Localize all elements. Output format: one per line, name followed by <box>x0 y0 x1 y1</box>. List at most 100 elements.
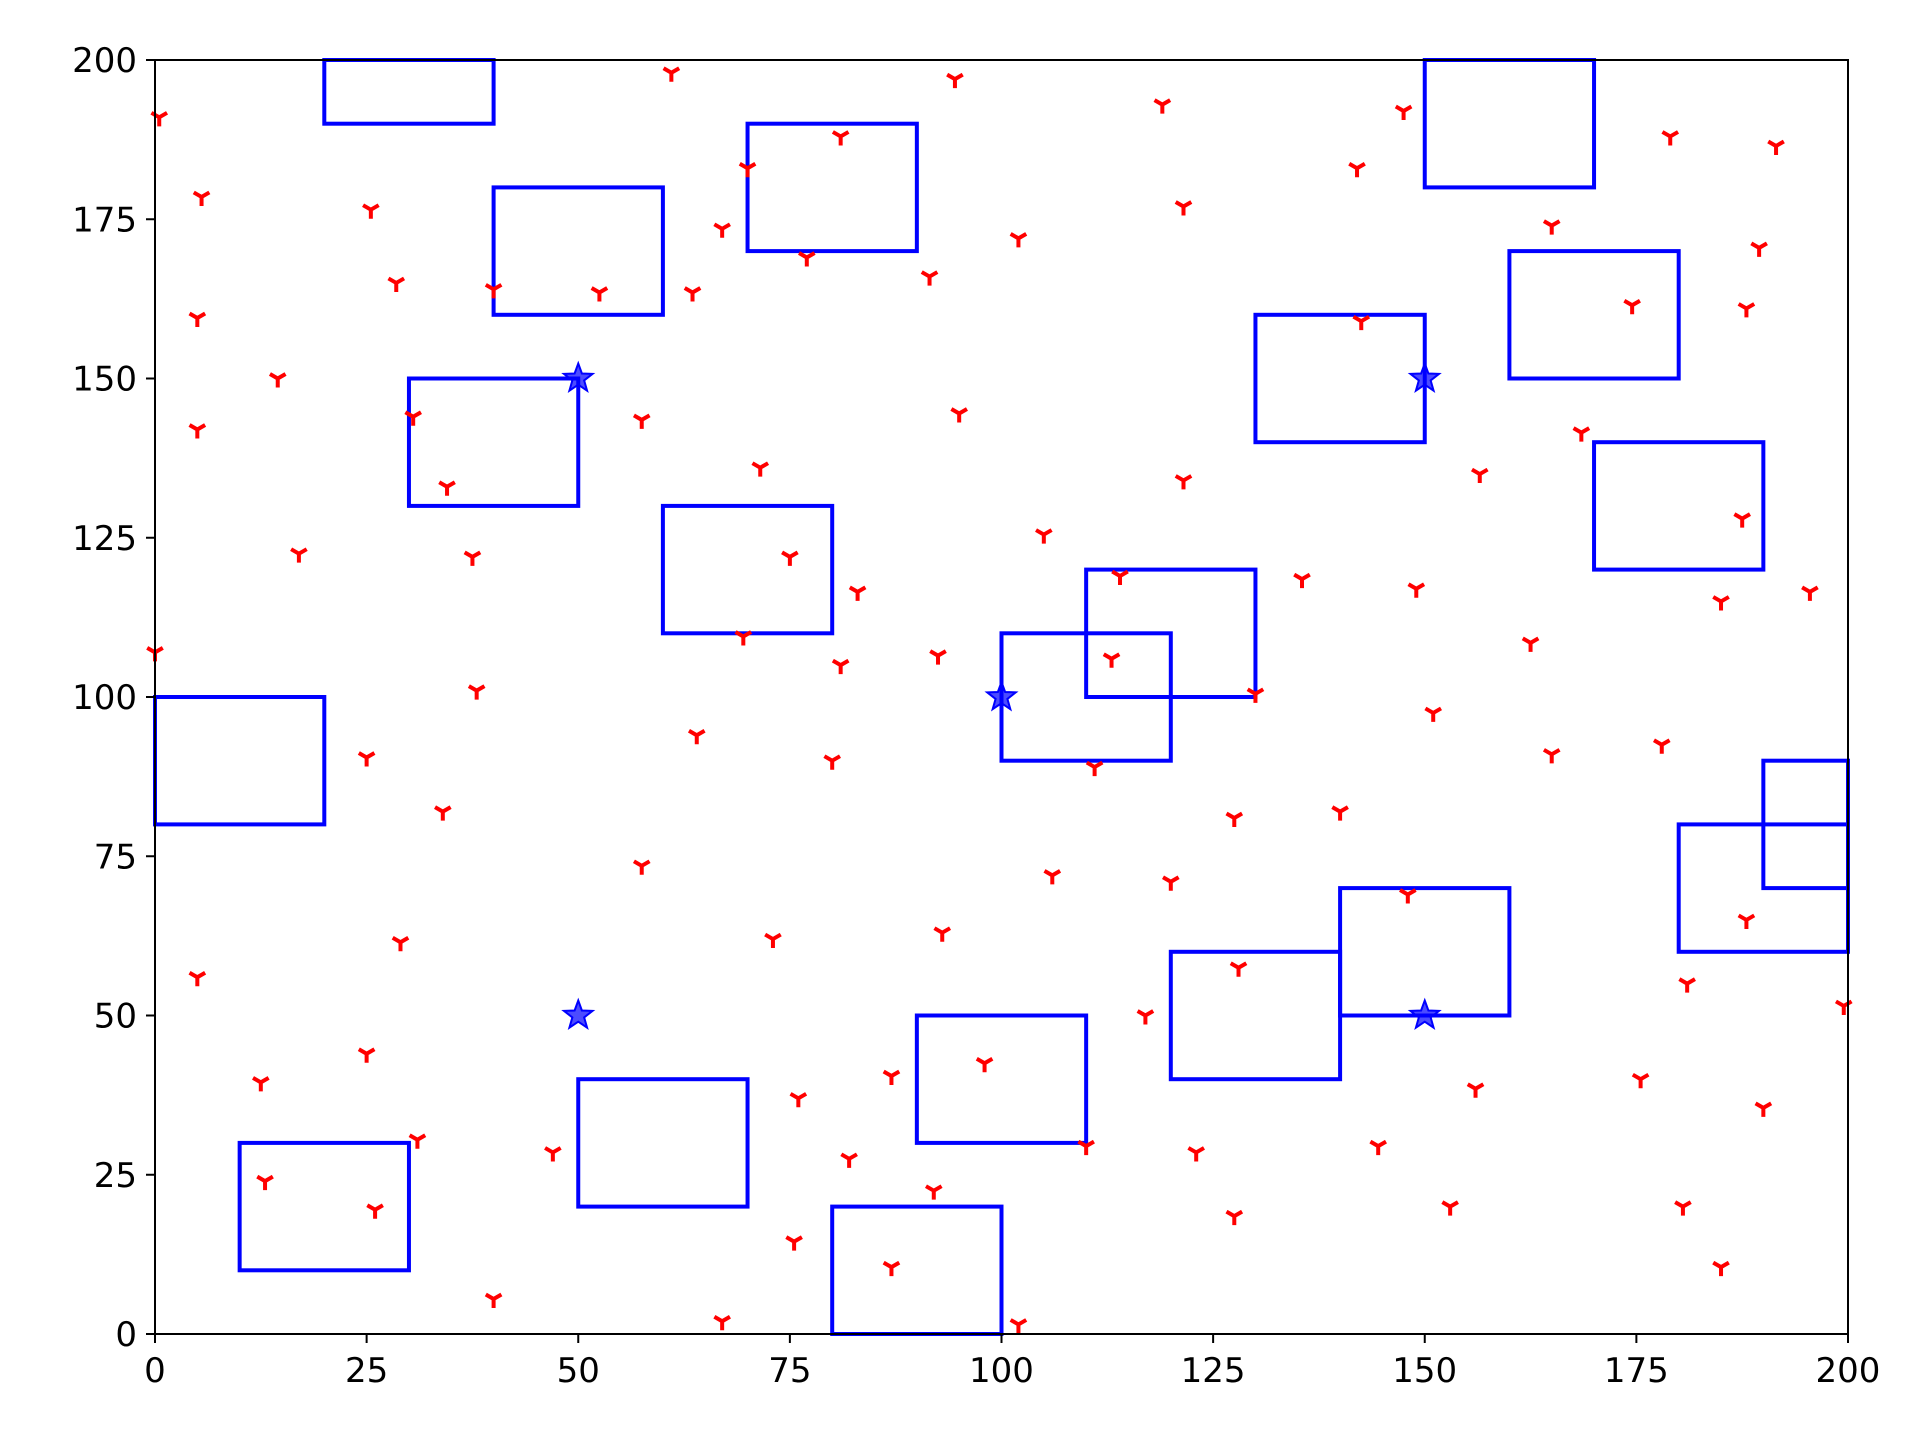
data-point <box>1834 999 1853 1015</box>
data-point <box>823 754 841 770</box>
rectangle <box>1422 58 1597 190</box>
data-point <box>785 1235 803 1251</box>
data-point <box>924 1184 943 1200</box>
data-point <box>387 276 406 292</box>
data-point <box>1229 961 1248 977</box>
data-point <box>1407 582 1426 598</box>
data-point <box>1225 1209 1244 1226</box>
star-marker <box>1407 360 1442 394</box>
data-point <box>1136 1009 1155 1025</box>
data-point <box>882 1260 901 1277</box>
data-point <box>188 971 207 987</box>
star-marker <box>984 679 1019 712</box>
data-point <box>1394 104 1413 120</box>
star-marker <box>561 997 596 1031</box>
x-tick-label: 100 <box>969 1351 1034 1391</box>
data-point <box>1102 652 1121 668</box>
data-point <box>1623 299 1641 315</box>
data-point <box>1043 869 1062 885</box>
data-point <box>946 72 964 89</box>
data-point <box>1187 1146 1205 1162</box>
data-point <box>252 1076 270 1092</box>
data-point <box>632 859 651 875</box>
data-point <box>404 410 422 426</box>
data-point <box>1661 130 1680 146</box>
x-tick-label: 175 <box>1604 1351 1669 1391</box>
data-point <box>1174 200 1193 216</box>
data-point <box>734 630 753 646</box>
tick-layer: 0 25 50 75 100 125 150 175 200 0 25 50 75 100 125 150 17… <box>72 41 1880 1391</box>
data-point <box>1348 162 1366 178</box>
data-point <box>1293 572 1311 589</box>
x-tick-label: 0 <box>144 1351 166 1391</box>
data-point <box>751 461 770 477</box>
data-point <box>764 932 782 949</box>
data-point <box>920 270 939 286</box>
data-point <box>1572 426 1591 442</box>
data-point <box>1174 474 1193 490</box>
data-point <box>1733 512 1751 528</box>
data-point <box>1542 748 1561 764</box>
data-point <box>1352 314 1371 331</box>
data-point <box>463 550 482 566</box>
data-point <box>1631 1072 1650 1089</box>
data-point <box>683 286 702 302</box>
data-point <box>434 805 452 821</box>
data-point <box>1674 1200 1692 1216</box>
rectangle <box>153 695 327 827</box>
data-point <box>882 1069 901 1086</box>
rectangle <box>322 58 496 126</box>
data-point <box>192 190 211 206</box>
data-point <box>1009 232 1028 248</box>
rectangle <box>830 1204 1004 1336</box>
data-point <box>1737 913 1756 929</box>
rectangle <box>914 1013 1089 1145</box>
data-point <box>362 203 380 219</box>
data-point <box>1801 585 1819 601</box>
data-point <box>1652 738 1671 754</box>
data-point <box>1712 595 1730 611</box>
data-point <box>950 407 968 423</box>
data-point <box>484 1292 503 1308</box>
y-tick-label: 200 <box>72 41 137 81</box>
data-point <box>781 550 799 566</box>
star-marker <box>1407 997 1442 1031</box>
point-layer <box>146 66 1853 1334</box>
data-point <box>590 286 609 302</box>
data-point <box>391 936 410 952</box>
data-point <box>975 1057 994 1073</box>
data-point <box>1111 569 1129 585</box>
data-point <box>713 222 731 238</box>
data-point <box>738 162 757 178</box>
data-point <box>1750 241 1768 257</box>
data-point <box>1225 811 1244 828</box>
data-point <box>840 1152 858 1168</box>
data-point <box>357 751 376 767</box>
y-tick-label: 100 <box>72 678 137 718</box>
rectangle <box>1338 886 1512 1018</box>
data-point <box>268 372 287 388</box>
data-point <box>408 1133 427 1149</box>
data-point <box>1542 219 1561 235</box>
data-point <box>1737 302 1756 318</box>
data-point <box>467 684 486 700</box>
data-point <box>662 66 681 82</box>
y-tick-label: 150 <box>72 360 137 400</box>
rectangle <box>1168 949 1343 1082</box>
rectangle <box>1507 249 1681 381</box>
rectangle <box>745 121 919 254</box>
data-point <box>687 728 706 745</box>
data-point <box>632 413 651 429</box>
data-point <box>484 283 503 299</box>
data-point <box>544 1146 562 1162</box>
x-tick-label: 200 <box>1816 1351 1881 1391</box>
data-point <box>1009 1318 1028 1334</box>
x-tick-label: 125 <box>1181 1351 1246 1391</box>
x-tick-label: 150 <box>1392 1351 1457 1391</box>
data-point <box>831 130 850 146</box>
x-tick-label: 50 <box>557 1351 600 1391</box>
data-point <box>1035 528 1053 544</box>
data-point <box>929 649 947 665</box>
data-point <box>188 311 207 327</box>
data-point <box>1369 1139 1387 1156</box>
